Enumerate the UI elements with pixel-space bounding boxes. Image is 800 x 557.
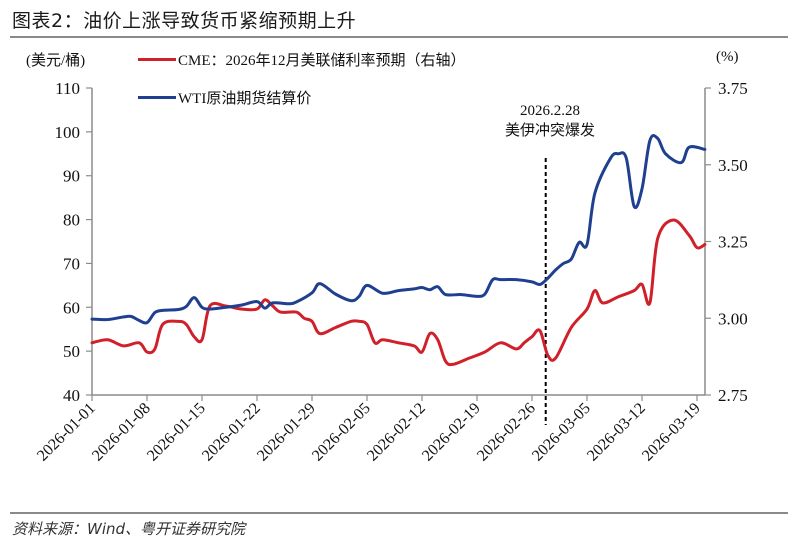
right-axis-tick-label: 3.00 (718, 309, 748, 328)
event-annotation: 2026.2.28 美伊冲突爆发 (470, 101, 630, 141)
x-axis-tick-label: 2026-03-19 (639, 400, 704, 465)
right-axis-unit: (%) (716, 49, 739, 65)
title-divider (10, 36, 788, 38)
left-axis-tick-label: 80 (63, 211, 80, 230)
source-note: 资料来源：Wind、粤开证券研究院 (12, 520, 246, 538)
wti-price-line (90, 134, 707, 325)
right-axis-tick-label: 3.75 (718, 79, 748, 98)
event-label: 美伊冲突爆发 (504, 123, 595, 139)
left-axis-tick-label: 110 (55, 79, 80, 98)
event-date: 2026.2.28 (520, 103, 580, 119)
legend-label-wti: WTI原油期货结算价 (178, 91, 312, 107)
left-axis-tick-label: 50 (63, 342, 80, 361)
legend-label-cme: CME：2026年12月美联储利率预期（右轴） (178, 53, 466, 69)
legend-item-wti: WTI原油期货结算价 (138, 87, 311, 108)
left-axis-tick-label: 100 (55, 123, 81, 142)
x-axis-tick-label: 2026-01-01 (34, 400, 99, 465)
chart-title: 图表2：油价上涨导致货币紧缩预期上升 (12, 10, 357, 32)
x-axis-tick-label: 2026-01-22 (199, 400, 264, 465)
x-axis-tick-label: 2026-01-15 (144, 400, 209, 465)
x-axis-tick-label: 2026-03-05 (529, 400, 594, 465)
right-axis-tick-label: 2.75 (718, 386, 748, 405)
x-axis-tick-label: 2026-02-19 (419, 400, 484, 465)
x-axis-tick-label: 2026-02-05 (309, 400, 374, 465)
right-axis-tick-label: 3.50 (718, 156, 748, 175)
legend-swatch-blue-line-icon (138, 96, 176, 99)
left-axis-tick-label: 60 (63, 298, 80, 317)
left-axis-unit: (美元/桶) (26, 53, 86, 69)
left-axis-tick-label: 40 (63, 386, 80, 405)
left-axis-tick-label: 70 (63, 254, 80, 273)
right-axis-tick-label: 3.25 (718, 233, 748, 252)
x-axis-tick-label: 2026-03-12 (584, 400, 649, 465)
left-axis-tick-label: 90 (63, 167, 80, 186)
cme-rate-expectation-line (90, 218, 707, 367)
legend-swatch-red-line-icon (138, 58, 176, 61)
footer-divider (10, 512, 788, 514)
x-axis-tick-label: 2026-02-12 (364, 400, 429, 465)
legend-item-cme: CME：2026年12月美联储利率预期（右轴） (138, 49, 466, 70)
x-axis-tick-label: 2026-01-29 (254, 400, 319, 465)
x-axis-tick-label: 2026-02-26 (474, 400, 539, 465)
x-axis-tick-label: 2026-01-08 (89, 400, 154, 465)
